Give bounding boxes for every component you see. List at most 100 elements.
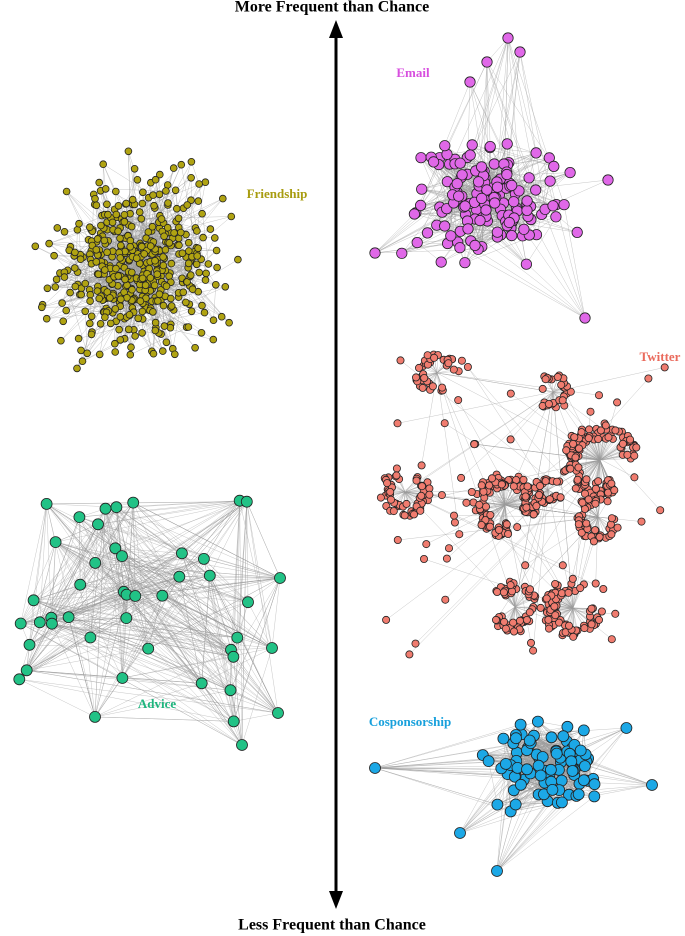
node [274,572,286,584]
node [414,199,427,211]
node [558,561,567,570]
node [532,759,545,772]
node [588,778,601,791]
node [474,215,486,227]
node [114,227,122,236]
node [124,325,133,334]
node [160,232,168,241]
node [60,273,69,281]
node [623,450,632,459]
node [417,491,426,500]
node [630,473,639,482]
node [81,279,90,288]
node [422,540,431,549]
node [165,239,174,247]
node [167,302,176,310]
node [488,158,500,170]
node [455,530,464,539]
node [569,632,578,641]
node [183,201,192,209]
node [123,293,131,302]
node [167,259,176,268]
node [76,255,85,264]
node [569,439,578,448]
node [453,190,465,202]
node [42,314,51,323]
node [646,779,658,791]
node [601,421,610,430]
node [591,499,600,508]
node [114,272,123,280]
node [591,484,600,493]
node [136,297,145,305]
node [227,212,236,221]
node [195,268,204,277]
node [557,589,566,598]
node [77,290,85,299]
node [78,357,87,366]
node [565,755,578,768]
node [444,359,453,368]
node [227,650,240,663]
node [620,722,633,734]
node [415,152,427,164]
node [110,501,123,514]
node [430,353,439,362]
node [106,319,115,328]
node [103,200,111,209]
node [51,283,59,291]
node [138,274,147,283]
node [457,356,466,365]
node [566,765,579,777]
node [526,585,535,594]
node [489,197,501,209]
node [173,570,186,583]
node [576,584,585,593]
node [83,349,91,358]
node [131,332,139,340]
node [491,226,503,238]
node [234,255,242,264]
node [198,301,206,310]
node [111,339,119,348]
node [200,308,209,317]
node [170,229,178,237]
node [52,275,61,284]
node [534,769,547,782]
node [240,495,253,508]
node [475,161,488,173]
node [139,188,147,197]
node [77,346,85,355]
node [187,307,196,316]
node [95,294,103,303]
node [203,569,216,582]
network-label: Friendship [247,186,308,201]
node [484,141,496,153]
node [454,827,466,839]
node [62,306,70,315]
node [459,257,471,269]
node [171,186,180,195]
node [194,244,202,253]
node [161,246,170,254]
node [149,349,158,358]
node [393,536,402,545]
node [266,642,278,654]
node [551,580,560,589]
node [523,172,535,184]
node [611,426,620,435]
node [135,208,144,216]
node [133,176,142,184]
node [597,607,606,616]
node [95,178,103,187]
node [577,428,586,437]
nodes [13,32,669,877]
node [444,544,453,553]
node [513,523,522,532]
node [501,138,513,150]
node [211,234,219,242]
node [557,380,566,389]
node [439,140,451,152]
node [630,451,639,460]
node [101,185,110,193]
